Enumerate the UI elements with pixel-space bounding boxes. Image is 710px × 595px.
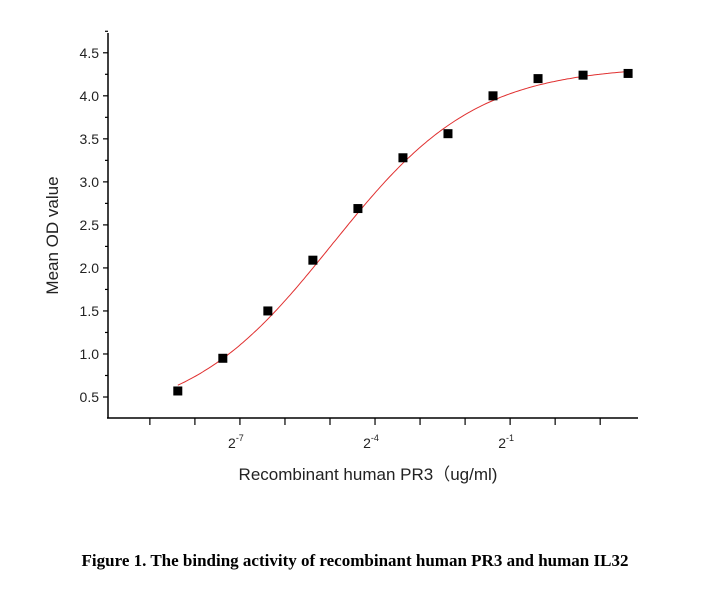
y-tick-label: 4.5 [80, 45, 100, 61]
y-tick-label: 3.0 [80, 174, 100, 190]
data-point [263, 306, 273, 316]
chart: 0.5 1.0 1.5 2.0 2.5 3.0 3.5 4.0 4.5 2-7 2-4 2-1Reco… [43, 30, 638, 484]
data-point [623, 68, 633, 78]
data-point [578, 70, 588, 80]
y-tick-label: 1.5 [80, 303, 100, 319]
data-point [353, 204, 363, 214]
x-tick-label: 2-7 [228, 433, 244, 451]
x-axis-label: Recombinant human PR3（ug/ml) [239, 465, 498, 484]
data-point [398, 153, 408, 163]
figure-caption: Figure 1. The binding activity of recomb… [81, 551, 629, 570]
data-point [533, 74, 543, 84]
y-tick-label: 1.0 [80, 346, 100, 362]
y-tick-label: 3.5 [80, 131, 100, 147]
fit-curve [177, 71, 629, 386]
data-point [443, 129, 453, 139]
y-tick-label: 4.0 [80, 88, 100, 104]
data-point [488, 91, 498, 101]
y-tick-label: 0.5 [80, 389, 100, 405]
x-tick-label: 2-4 [363, 433, 379, 451]
y-tick-label: 2.0 [80, 260, 100, 276]
data-point [218, 353, 228, 363]
data-point [173, 386, 183, 396]
x-tick-label: 2-1 [498, 433, 514, 451]
data-point [308, 255, 318, 265]
y-tick-label: 2.5 [80, 217, 100, 233]
y-axis-label: Mean OD value [43, 176, 62, 294]
